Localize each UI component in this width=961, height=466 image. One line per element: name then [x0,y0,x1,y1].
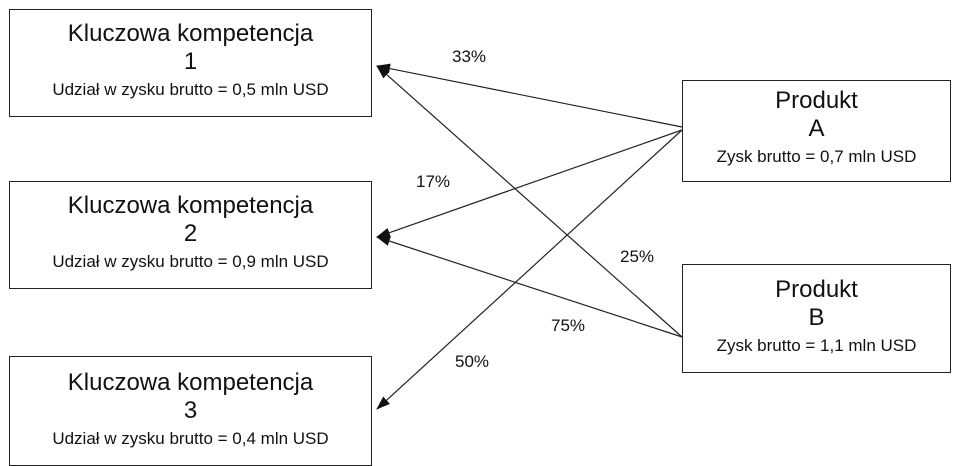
product-box-b: Produkt B Zysk brutto = 1,1 mln USD [682,264,951,373]
product-title: Produkt [775,276,858,303]
arrow-b-to-comp1 [376,65,683,338]
product-letter: A [808,115,825,142]
competency-box-3: Kluczowa kompetencja 3 Udział w zysku br… [9,356,372,466]
arrow-b-to-comp2 [376,236,683,338]
competency-share: Udział w zysku brutto = 0,4 mln USD [52,429,329,448]
arrow-a-to-comp3 [376,129,683,410]
competency-share: Udział w zysku brutto = 0,5 mln USD [52,80,329,99]
link-label-a-comp2: 17% [416,172,451,191]
competency-title: Kluczowa kompetencja [67,369,314,396]
product-letter: B [808,304,825,331]
product-box-a: Produkt A Zysk brutto = 0,7 mln USD [682,80,951,182]
link-label-b-comp2: 75% [551,316,586,335]
competency-title: Kluczowa kompetencja [67,20,314,47]
product-profit: Zysk brutto = 1,1 mln USD [716,336,917,355]
product-title: Produkt [775,87,858,114]
competency-title: Kluczowa kompetencja [67,192,314,219]
link-label-a-comp1: 33% [452,47,487,66]
competency-share: Udział w zysku brutto = 0,9 mln USD [52,252,329,271]
link-label-b-comp1: 25% [620,247,655,266]
competency-number: 1 [183,48,198,75]
arrow-a-to-comp1 [376,63,683,128]
product-profit: Zysk brutto = 0,7 mln USD [716,147,917,166]
competency-box-2: Kluczowa kompetencja 2 Udział w zysku br… [9,181,372,289]
competency-box-1: Kluczowa kompetencja 1 Udział w zysku br… [9,9,372,117]
link-label-a-comp3: 50% [455,352,490,371]
competency-number: 3 [183,397,198,424]
arrow-a-to-comp2 [376,129,683,238]
competency-number: 2 [183,220,198,247]
